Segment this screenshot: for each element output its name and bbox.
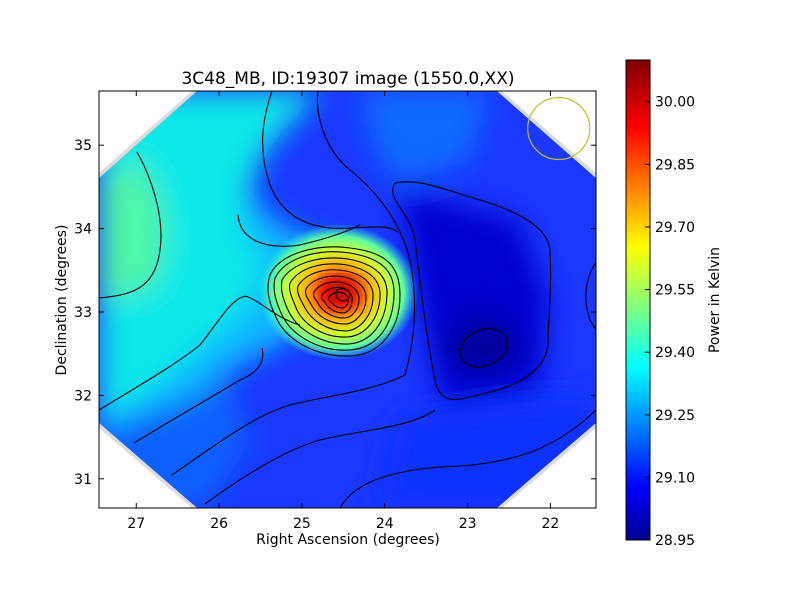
x-axis-ticks: 27 26 25 24 23 22: [127, 91, 559, 532]
x-tick-label: 23: [459, 516, 477, 532]
y-tick-label: 32: [74, 388, 92, 404]
colorbar-tick-label: 28.95: [655, 533, 695, 549]
x-tick-label: 26: [210, 516, 228, 532]
x-axis-label: Right Ascension (degrees): [256, 532, 440, 548]
plot-frame: [98, 90, 597, 509]
colorbar-label: Power in Kelvin: [707, 247, 723, 353]
beam-circle: [527, 96, 591, 161]
x-tick-label: 22: [542, 516, 560, 532]
y-tick-label: 33: [74, 305, 92, 321]
heatmap-image: [99, 91, 596, 508]
y-axis-ticks: 31 32 33 34 35: [74, 138, 596, 488]
colorbar: [625, 59, 651, 541]
y-axis-label: Declination (degrees): [54, 225, 70, 376]
x-tick-label: 27: [127, 516, 145, 532]
y-tick-label: 35: [74, 138, 92, 154]
colorbar-tick-label: 29.25: [655, 408, 695, 424]
y-tick-label: 34: [74, 222, 92, 238]
colorbar-tick-label: 29.85: [655, 157, 695, 173]
colorbar-tick-label: 30.00: [655, 95, 695, 111]
colorbar-tick-label: 29.55: [655, 283, 695, 299]
colorbar-ticks: 28.95 29.10 29.25 29.40 29.55 29.70 29.85 30.00: [645, 95, 695, 549]
contour-lines: [99, 91, 596, 508]
x-tick-label: 25: [293, 516, 311, 532]
colorbar-tick-label: 29.40: [655, 345, 695, 361]
y-tick-label: 31: [74, 472, 92, 488]
chart-title: 3C48_MB, ID:19307 image (1550.0,XX): [181, 69, 514, 89]
colorbar-tick-label: 29.70: [655, 220, 695, 236]
x-tick-label: 24: [376, 516, 394, 532]
colorbar-tick-label: 29.10: [655, 470, 695, 486]
